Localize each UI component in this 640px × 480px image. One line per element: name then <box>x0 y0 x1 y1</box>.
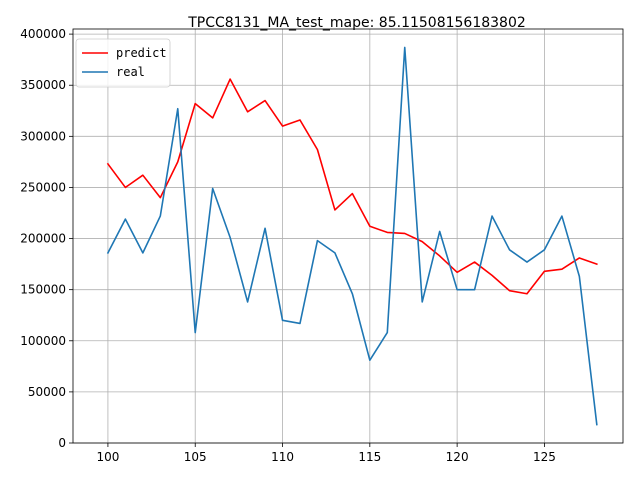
y-tick-label: 0 <box>58 436 66 450</box>
x-tick-label: 105 <box>184 450 207 464</box>
x-tick-label: 125 <box>533 450 556 464</box>
legend: predict real <box>75 38 171 88</box>
series-line-real <box>106 46 598 426</box>
chart-title: TPCC8131_MA_test_mape: 85.11508156183802 <box>187 15 526 31</box>
series-line-predict <box>106 78 598 295</box>
y-tick-label: 100000 <box>20 334 66 348</box>
legend-label-predict: predict <box>116 46 167 60</box>
y-tick-label: 250000 <box>20 180 66 194</box>
y-axis: 0 50000 100000 150000 200000 250000 300000 3500… <box>20 27 73 450</box>
legend-label-real: real <box>116 65 145 79</box>
y-tick-label: 150000 <box>20 283 66 297</box>
y-tick-label: 300000 <box>20 129 66 143</box>
x-axis: 100 105 110 115 120 125 <box>96 443 556 464</box>
y-tick-label: 350000 <box>20 78 66 92</box>
legend-box <box>75 38 171 88</box>
x-tick-label: 100 <box>96 450 119 464</box>
y-tick-label: 400000 <box>20 27 66 41</box>
y-tick-label: 50000 <box>28 385 66 399</box>
x-tick-label: 120 <box>446 450 469 464</box>
x-tick-label: 115 <box>358 450 381 464</box>
y-tick-label: 200000 <box>20 232 66 246</box>
grid <box>73 29 623 444</box>
plot-frame <box>72 28 624 444</box>
x-tick-label: 110 <box>271 450 294 464</box>
series-lines <box>106 46 598 426</box>
